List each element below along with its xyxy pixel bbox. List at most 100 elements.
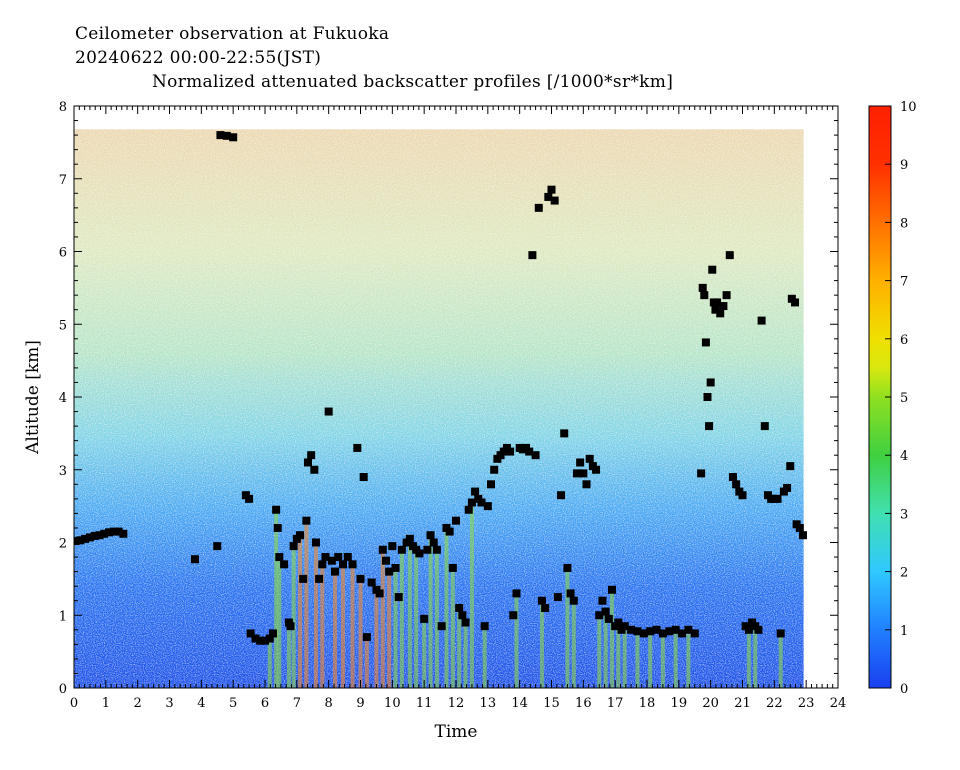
cloud-base-point — [477, 498, 486, 507]
colorbar-tick-label: 4 — [900, 449, 908, 464]
cloud-base-point — [722, 291, 731, 300]
y-axis-ticks: 0 1 2 3 4 5 6 7 8 — [59, 100, 838, 697]
cloud-base-point — [725, 251, 734, 260]
cloud-base-point — [448, 563, 457, 572]
plume-streak — [648, 631, 653, 688]
cloud-base-point — [700, 291, 709, 300]
plume-streak — [597, 615, 602, 688]
cloud-base-point — [582, 480, 591, 489]
cloud-base-point — [367, 578, 376, 587]
x-tick-label: 2 — [134, 696, 142, 711]
cloud-base-point — [652, 625, 661, 634]
cloud-base-point — [732, 480, 741, 489]
cloud-base-point — [585, 454, 594, 463]
aerosol-plumes — [267, 502, 783, 688]
colorbar-tick-label: 1 — [900, 624, 908, 639]
cloud-base-point — [415, 549, 424, 558]
cloud-base-point — [286, 622, 295, 631]
cloud-base-point — [385, 567, 394, 576]
plume-streak — [444, 527, 449, 688]
cloud-base-point — [315, 574, 324, 583]
cloud-base-point — [701, 338, 710, 347]
plume-streak — [399, 549, 404, 688]
cloud-base-point — [706, 378, 715, 387]
colorbar-tick-label: 3 — [900, 507, 908, 522]
cloud-base-point — [353, 443, 362, 452]
cloud-base-point — [310, 465, 319, 474]
cloud-base-point — [467, 498, 476, 507]
cloud-base-point — [633, 627, 642, 636]
cloud-base-point — [85, 533, 94, 542]
colorbar-tick-label: 2 — [900, 566, 908, 581]
y-tick-label: 4 — [59, 391, 67, 406]
cloud-base-point — [356, 574, 365, 583]
cloud-base-point — [420, 614, 429, 623]
cloud-base-point — [471, 487, 480, 496]
cloud-base-point — [713, 298, 722, 307]
cloud-base-point — [786, 462, 795, 471]
cloud-base-point — [311, 538, 320, 547]
x-tick-label: 0 — [70, 696, 78, 711]
cloud-base-point — [464, 505, 473, 514]
cloud-base-point — [268, 629, 277, 638]
cloud-base-point — [245, 494, 254, 503]
cloud-base-point — [547, 185, 556, 194]
cloud-base-point — [678, 629, 687, 638]
y-tick-label: 8 — [59, 100, 67, 115]
cloud-base-point — [783, 483, 792, 492]
cloud-base-point — [461, 618, 470, 627]
plume-streak — [364, 637, 369, 688]
cloud-base-point — [321, 553, 330, 562]
cloud-base-point — [455, 603, 464, 612]
plume-streak — [286, 622, 291, 688]
cloud-base-point — [544, 192, 553, 201]
x-tick-label: 5 — [229, 696, 237, 711]
plume-streak — [374, 589, 379, 688]
plume-streak — [482, 626, 487, 688]
cloud-base-point — [273, 523, 282, 532]
cloud-base-point — [569, 596, 578, 605]
cloud-base-point — [251, 634, 260, 643]
cloud-base-point — [705, 422, 714, 431]
cloud-base-point — [791, 298, 800, 307]
plume-streak — [753, 626, 758, 688]
x-tick-label: 15 — [543, 696, 560, 711]
plume-streak — [463, 622, 468, 688]
x-tick-label: 9 — [356, 696, 364, 711]
cloud-base-point — [76, 536, 85, 545]
cloud-base-point — [216, 131, 225, 140]
y-tick-label: 1 — [59, 609, 67, 624]
cloud-base-point — [331, 567, 340, 576]
cloud-base-point — [525, 447, 534, 456]
cloud-base-point — [728, 473, 737, 482]
plume-streak — [571, 600, 576, 688]
cloud-base-points — [74, 131, 807, 645]
cloud-base-point — [334, 553, 343, 562]
cloud-base-point — [119, 529, 128, 538]
chart-title-station: Ceilometer observation at Fukuoka — [75, 24, 390, 44]
cloud-base-point — [275, 553, 284, 562]
cloud-base-point — [572, 469, 581, 478]
x-axis-ticks: 0 1 2 3 4 5 6 7 8 9 10 11 12 13 14 15 16 17 18 19 20 21 22 23 24 — [70, 106, 846, 711]
cloud-base-point — [299, 574, 308, 583]
cloud-base-point — [563, 563, 572, 572]
y-tick-label: 7 — [59, 173, 67, 188]
colorbar-tick-label: 10 — [900, 100, 917, 115]
plume-streak — [686, 629, 691, 688]
y-tick-label: 2 — [59, 537, 67, 552]
chart-title-date-range: 20240622 00:00-22:55(JST) — [75, 48, 322, 68]
cloud-base-point — [256, 636, 265, 645]
cloud-base-point — [490, 465, 499, 474]
cloud-base-point — [697, 469, 706, 478]
cloud-base-point — [620, 622, 629, 631]
y-axis-title: Altitude [km] — [23, 340, 43, 455]
cloud-base-point — [289, 542, 298, 551]
cloud-base-point — [483, 502, 492, 511]
cloud-base-point — [452, 516, 460, 525]
x-tick-label: 4 — [197, 696, 205, 711]
cloud-base-point — [566, 589, 575, 598]
cloud-base-point — [265, 634, 274, 643]
cloud-base-point — [754, 625, 763, 634]
cloud-base-point — [307, 451, 316, 460]
cloud-base-point — [378, 545, 387, 554]
